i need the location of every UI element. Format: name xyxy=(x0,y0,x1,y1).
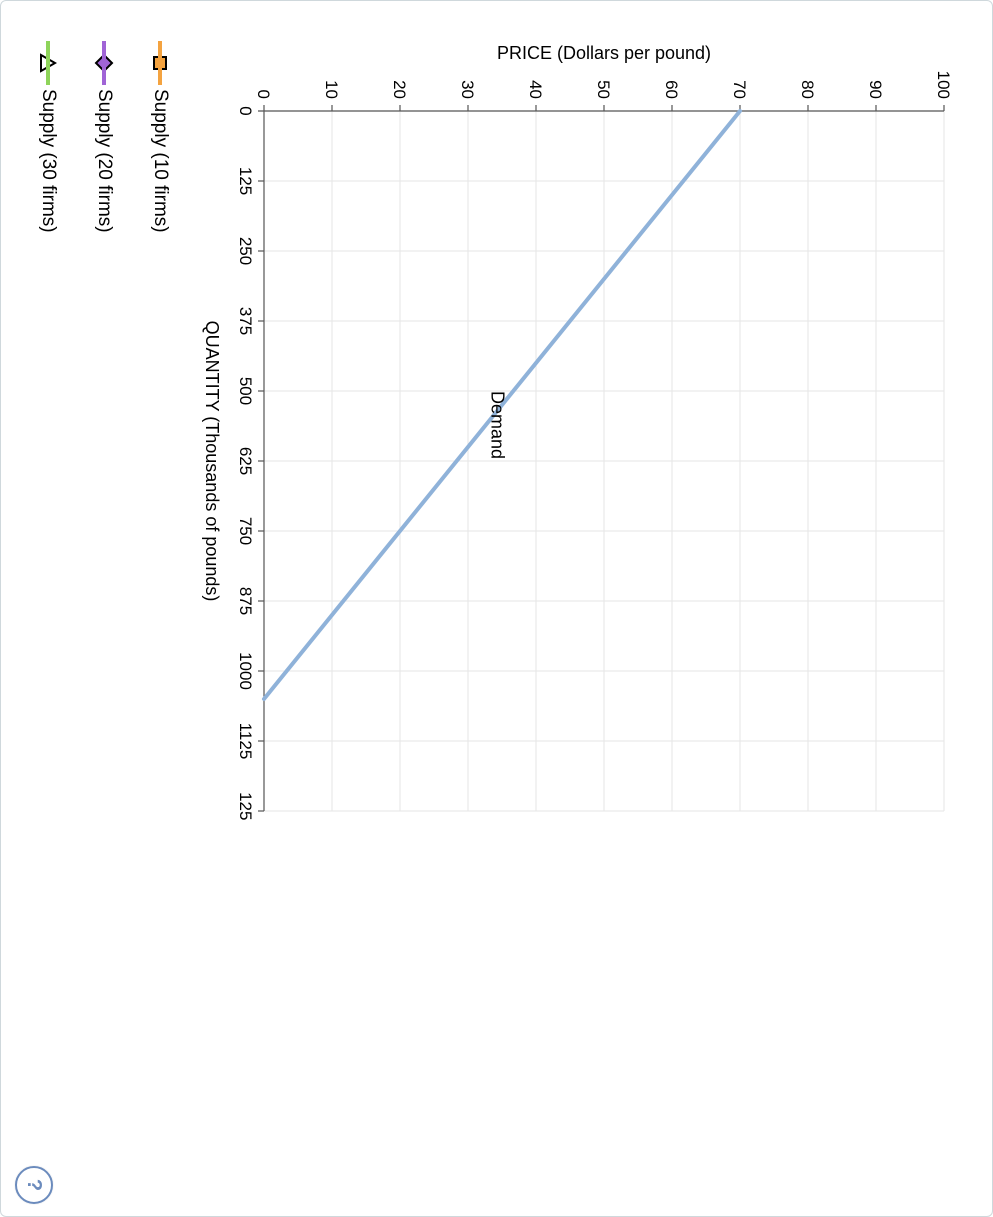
svg-text:125: 125 xyxy=(236,167,255,195)
page-frame: 0 125 250 375 500 625 750 875 1000 1125 1250 0 10 20 3… xyxy=(0,0,993,1217)
svg-text:875: 875 xyxy=(236,587,255,615)
legend-label: Supply (10 firms) xyxy=(149,89,171,233)
svg-text:PRICE (Dollars per pound): PRICE (Dollars per pound) xyxy=(497,43,711,63)
svg-text:QUANTITY (Thousands of pounds): QUANTITY (Thousands of pounds) xyxy=(202,321,222,602)
legend-label: Supply (20 firms) xyxy=(93,89,115,233)
svg-text:80: 80 xyxy=(798,80,817,99)
svg-text:500: 500 xyxy=(236,377,255,405)
legend-swatch-supply30 xyxy=(34,41,62,85)
legend-item-supply20[interactable]: Supply (20 firms) xyxy=(90,41,118,821)
help-button[interactable]: ? xyxy=(15,1166,53,1204)
svg-text:750: 750 xyxy=(236,517,255,545)
svg-text:60: 60 xyxy=(662,80,681,99)
svg-text:20: 20 xyxy=(390,80,409,99)
svg-text:30: 30 xyxy=(458,80,477,99)
legend-label: Supply (30 firms) xyxy=(37,89,59,233)
svg-text:100: 100 xyxy=(934,71,953,99)
svg-text:Demand: Demand xyxy=(487,391,507,459)
rotated-content: 0 125 250 375 500 625 750 875 1000 1125 1250 0 10 20 3… xyxy=(1,1,993,1217)
svg-text:40: 40 xyxy=(526,80,545,99)
svg-text:10: 10 xyxy=(322,80,341,99)
svg-text:1000: 1000 xyxy=(236,652,255,690)
legend-swatch-supply10 xyxy=(146,41,174,85)
legend-item-supply10[interactable]: Supply (10 firms) xyxy=(146,41,174,821)
legend-swatch-supply20 xyxy=(90,41,118,85)
svg-text:250: 250 xyxy=(236,237,255,265)
svg-text:0: 0 xyxy=(236,106,255,115)
svg-text:1125: 1125 xyxy=(236,723,255,760)
chart-container: 0 125 250 375 500 625 750 875 1000 1125 1250 0 10 20 3… xyxy=(189,41,974,821)
svg-text:90: 90 xyxy=(866,80,885,99)
svg-text:50: 50 xyxy=(594,80,613,99)
svg-text:375: 375 xyxy=(236,307,255,335)
svg-text:625: 625 xyxy=(236,447,255,475)
svg-text:1250: 1250 xyxy=(236,792,255,821)
legend: Supply (10 firms) Supply (20 firms) Supp… xyxy=(34,41,174,821)
supply-demand-chart: 0 125 250 375 500 625 750 875 1000 1125 1250 0 10 20 3… xyxy=(194,41,974,821)
legend-item-supply30[interactable]: Supply (30 firms) xyxy=(34,41,62,821)
svg-text:0: 0 xyxy=(254,90,273,99)
svg-text:70: 70 xyxy=(730,80,749,99)
